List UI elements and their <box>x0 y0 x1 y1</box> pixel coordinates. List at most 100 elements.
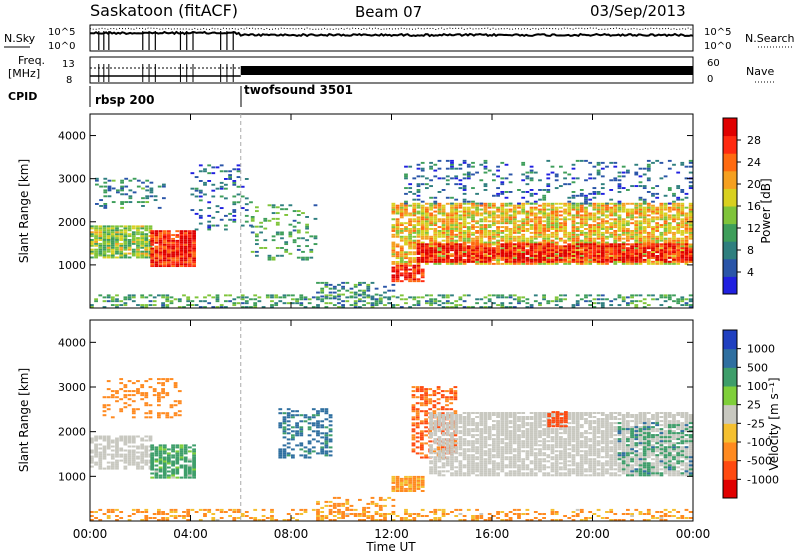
data-cell <box>131 445 136 448</box>
data-cell <box>512 306 517 309</box>
data-cell <box>592 233 597 236</box>
data-cell <box>144 304 149 307</box>
data-cell <box>609 189 614 191</box>
data-cell <box>554 247 559 250</box>
data-cell <box>462 202 467 205</box>
data-cell <box>542 216 547 219</box>
data-cell <box>175 456 180 459</box>
data-cell <box>483 220 488 223</box>
data-cell <box>341 504 345 507</box>
data-cell <box>123 237 128 240</box>
data-cell <box>240 302 245 305</box>
data-cell <box>500 183 505 186</box>
cpid-label: CPID <box>8 90 37 103</box>
data-cell <box>676 204 681 207</box>
data-cell <box>600 255 605 257</box>
data-cell <box>684 196 689 199</box>
data-cell <box>207 226 212 229</box>
data-cell <box>445 214 450 217</box>
data-cell <box>370 304 375 307</box>
data-cell <box>663 294 668 297</box>
data-cell <box>150 236 155 238</box>
data-cell <box>533 202 538 205</box>
data-cell <box>563 294 567 297</box>
data-cell <box>680 251 685 254</box>
data-cell <box>98 246 103 249</box>
data-cell <box>655 247 660 250</box>
data-cell <box>533 260 538 263</box>
data-cell <box>496 165 500 168</box>
data-cell <box>136 380 140 383</box>
data-cell <box>102 451 107 454</box>
data-cell <box>663 230 668 232</box>
data-cell <box>626 202 630 205</box>
data-cell <box>575 159 580 162</box>
data-cell <box>450 214 454 217</box>
data-cell <box>120 203 124 205</box>
data-cell <box>391 206 396 209</box>
data-cell <box>198 214 203 217</box>
data-cell <box>183 241 188 244</box>
data-cell <box>183 259 188 262</box>
data-cell <box>399 245 404 248</box>
data-cell <box>313 243 318 246</box>
data-cell <box>250 217 255 220</box>
data-cell <box>240 294 245 297</box>
data-cell <box>445 167 450 170</box>
data-cell <box>496 231 500 234</box>
data-cell <box>688 165 693 168</box>
data-cell <box>404 477 408 480</box>
colorbar-swatch <box>723 188 737 207</box>
data-cell <box>617 304 622 307</box>
data-cell <box>123 296 128 299</box>
data-cell <box>450 294 454 297</box>
data-cell <box>103 205 108 207</box>
data-cell <box>282 430 287 433</box>
data-cell <box>575 241 580 244</box>
data-cell <box>575 204 580 207</box>
data-cell <box>412 274 417 277</box>
data-cell <box>162 245 167 248</box>
data-cell <box>617 249 622 252</box>
data-cell <box>433 214 438 217</box>
data-cell <box>525 210 530 213</box>
data-cell <box>600 183 605 186</box>
data-cell <box>391 280 396 283</box>
data-cell <box>162 462 167 465</box>
data-cell <box>119 244 124 247</box>
data-cell <box>408 485 412 488</box>
data-cell <box>512 204 517 207</box>
data-cell <box>554 216 559 219</box>
data-cell <box>487 241 492 244</box>
data-cell <box>630 251 634 254</box>
data-cell <box>391 202 396 205</box>
data-cell <box>358 281 362 284</box>
data-cell <box>131 439 136 442</box>
data-cell <box>119 225 124 228</box>
data-cell <box>140 233 145 236</box>
data-cell <box>492 173 496 176</box>
data-cell <box>542 231 547 234</box>
data-cell <box>115 439 119 442</box>
data-cell <box>286 428 291 431</box>
data-cell <box>115 306 119 309</box>
data-cell <box>500 294 505 297</box>
data-cell <box>525 262 530 265</box>
data-cell <box>120 179 124 182</box>
data-cell <box>420 222 425 225</box>
data-cell <box>404 262 408 265</box>
data-cell <box>291 436 295 439</box>
data-cell <box>450 237 454 240</box>
data-cell <box>198 195 203 198</box>
noise-tick-right-bottom: 10^0 <box>704 41 731 52</box>
data-cell <box>158 245 163 248</box>
data-cell <box>144 451 149 454</box>
data-cell <box>554 187 559 190</box>
data-cell <box>546 300 551 303</box>
data-cell <box>127 457 132 460</box>
data-cell <box>517 224 521 227</box>
data-cell <box>255 225 259 228</box>
colorbar-swatch <box>723 241 737 260</box>
data-cell <box>646 247 651 250</box>
data-cell <box>286 416 291 419</box>
